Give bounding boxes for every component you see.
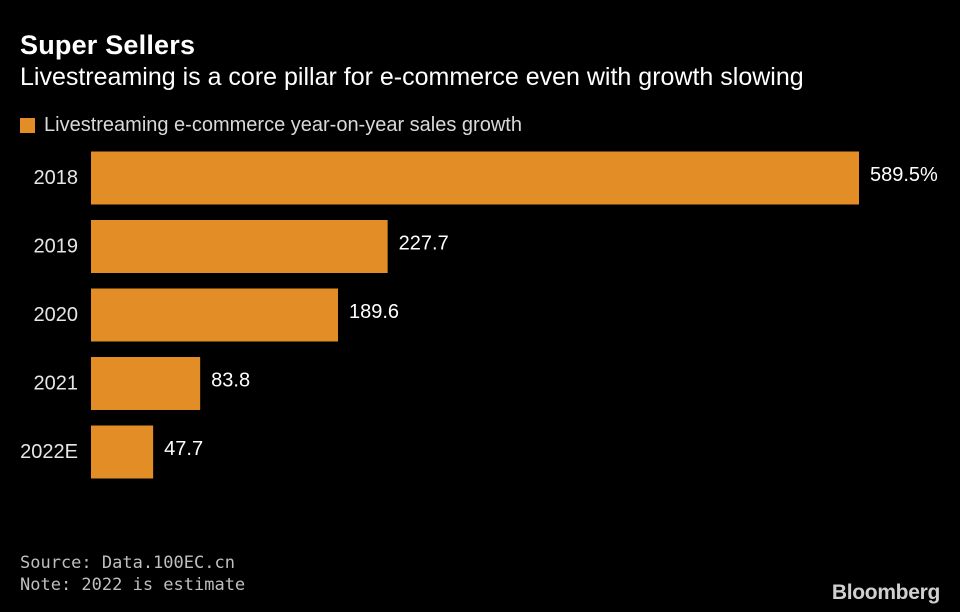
category-label-2022E: 2022E <box>20 441 78 463</box>
bar-2022E <box>91 425 154 479</box>
bar-2020 <box>91 288 339 342</box>
category-label-2019: 2019 <box>34 236 79 258</box>
legend-label: Livestreaming e-commerce year-on-year sa… <box>44 114 522 136</box>
category-label-2021: 2021 <box>34 373 79 395</box>
bar-2018 <box>91 151 859 205</box>
value-label-2018: 589.5% <box>870 164 938 186</box>
chart-title: Super Sellers <box>20 30 196 60</box>
legend-swatch <box>20 118 35 133</box>
category-label-2018: 2018 <box>34 167 79 189</box>
source-note: Source: Data.100EC.cn <box>20 553 235 573</box>
bloomberg-logo: Bloomberg <box>831 581 940 604</box>
estimate-note: Note: 2022 is estimate <box>20 575 246 595</box>
value-label-2020: 189.6 <box>349 301 399 323</box>
bar-2019 <box>91 220 388 273</box>
bar-2021 <box>91 357 201 410</box>
chart-subtitle: Livestreaming is a core pillar for e-com… <box>20 63 804 91</box>
value-label-2019: 227.7 <box>399 233 449 255</box>
category-label-2020: 2020 <box>34 304 79 326</box>
value-label-2022E: 47.7 <box>164 438 203 460</box>
value-label-2021: 83.8 <box>211 370 250 392</box>
legend: Livestreaming e-commerce year-on-year sa… <box>20 114 522 137</box>
bars-layer: 2018 589.5% 2019 227.7 2020 189.6 2021 83.8 2022… <box>20 151 938 479</box>
